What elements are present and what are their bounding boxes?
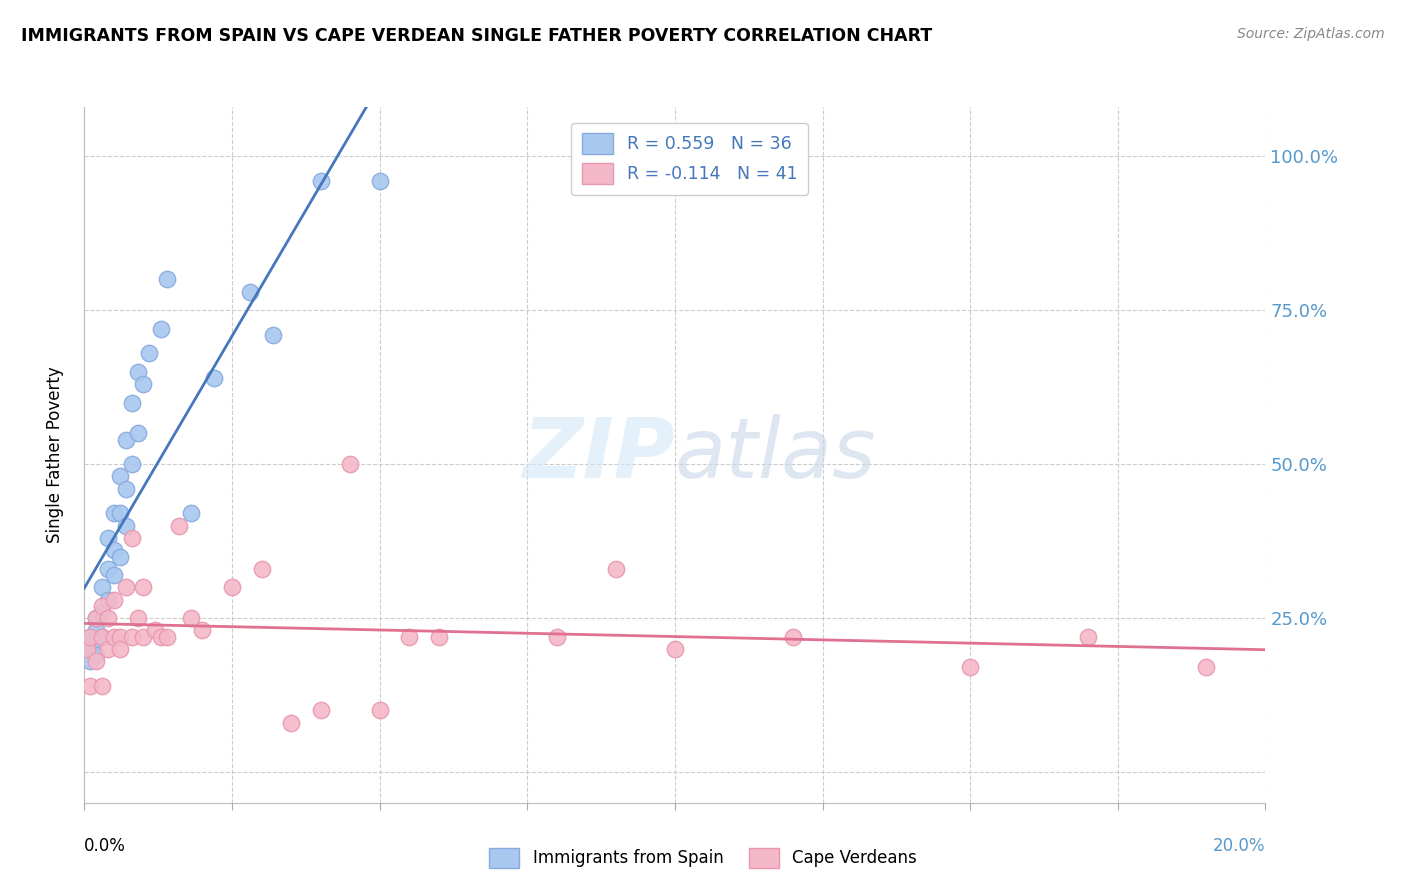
Point bbox=[262, 327, 284, 342]
Point bbox=[150, 321, 173, 335]
Point bbox=[108, 507, 131, 521]
Point bbox=[127, 611, 149, 625]
Point bbox=[959, 660, 981, 674]
Point bbox=[167, 518, 190, 533]
Point bbox=[127, 426, 149, 441]
Point bbox=[280, 715, 302, 730]
Point bbox=[103, 543, 125, 558]
Point bbox=[1077, 630, 1099, 644]
Point bbox=[114, 580, 136, 594]
Point bbox=[91, 599, 114, 613]
Point bbox=[91, 679, 114, 693]
Point bbox=[132, 580, 155, 594]
Point bbox=[79, 630, 101, 644]
Point bbox=[180, 611, 202, 625]
Point bbox=[108, 630, 131, 644]
Point bbox=[782, 630, 804, 644]
Text: atlas: atlas bbox=[675, 415, 876, 495]
Text: ZIP: ZIP bbox=[522, 415, 675, 495]
Point bbox=[180, 507, 202, 521]
Point bbox=[156, 630, 179, 644]
Point bbox=[191, 624, 214, 638]
Point bbox=[546, 630, 568, 644]
Point bbox=[1195, 660, 1218, 674]
Point bbox=[103, 630, 125, 644]
Point bbox=[91, 630, 114, 644]
Point bbox=[309, 174, 332, 188]
Point bbox=[97, 611, 120, 625]
Point bbox=[108, 549, 131, 564]
Text: 0.0%: 0.0% bbox=[84, 837, 127, 855]
Point bbox=[427, 630, 450, 644]
Point bbox=[84, 611, 107, 625]
Point bbox=[103, 507, 125, 521]
Point bbox=[156, 272, 179, 286]
Point bbox=[114, 482, 136, 496]
Point bbox=[108, 469, 131, 483]
Text: Source: ZipAtlas.com: Source: ZipAtlas.com bbox=[1237, 27, 1385, 41]
Text: IMMIGRANTS FROM SPAIN VS CAPE VERDEAN SINGLE FATHER POVERTY CORRELATION CHART: IMMIGRANTS FROM SPAIN VS CAPE VERDEAN SI… bbox=[21, 27, 932, 45]
Point bbox=[368, 703, 391, 717]
Point bbox=[114, 433, 136, 447]
Point bbox=[664, 641, 686, 656]
Point bbox=[79, 630, 101, 644]
Point bbox=[76, 641, 98, 656]
Point bbox=[368, 174, 391, 188]
Point bbox=[76, 641, 98, 656]
Point bbox=[221, 580, 243, 594]
Point bbox=[103, 568, 125, 582]
Point bbox=[202, 371, 225, 385]
Point bbox=[84, 654, 107, 668]
Point bbox=[132, 630, 155, 644]
Point bbox=[84, 611, 107, 625]
Point bbox=[108, 641, 131, 656]
Point bbox=[79, 654, 101, 668]
Point bbox=[82, 636, 104, 650]
Point bbox=[84, 624, 107, 638]
Point bbox=[91, 630, 114, 644]
Point bbox=[309, 703, 332, 717]
Point bbox=[97, 531, 120, 545]
Point bbox=[114, 518, 136, 533]
Point bbox=[121, 630, 143, 644]
Point bbox=[79, 679, 101, 693]
Point bbox=[84, 648, 107, 662]
Point bbox=[121, 395, 143, 409]
Point bbox=[91, 580, 114, 594]
Point bbox=[91, 605, 114, 619]
Legend: R = 0.559   N = 36, R = -0.114   N = 41: R = 0.559 N = 36, R = -0.114 N = 41 bbox=[571, 123, 808, 194]
Point bbox=[97, 592, 120, 607]
Point bbox=[132, 377, 155, 392]
Point bbox=[103, 592, 125, 607]
Point bbox=[138, 346, 160, 360]
Text: 20.0%: 20.0% bbox=[1213, 837, 1265, 855]
Point bbox=[121, 457, 143, 471]
Point bbox=[97, 641, 120, 656]
Point bbox=[250, 562, 273, 576]
Point bbox=[121, 531, 143, 545]
Point bbox=[239, 285, 262, 299]
Point bbox=[143, 624, 166, 638]
Point bbox=[339, 457, 361, 471]
Point bbox=[605, 562, 627, 576]
Point bbox=[150, 630, 173, 644]
Legend: Immigrants from Spain, Cape Verdeans: Immigrants from Spain, Cape Verdeans bbox=[482, 841, 924, 875]
Point bbox=[398, 630, 420, 644]
Y-axis label: Single Father Poverty: Single Father Poverty bbox=[45, 367, 63, 543]
Point bbox=[97, 562, 120, 576]
Point bbox=[127, 365, 149, 379]
